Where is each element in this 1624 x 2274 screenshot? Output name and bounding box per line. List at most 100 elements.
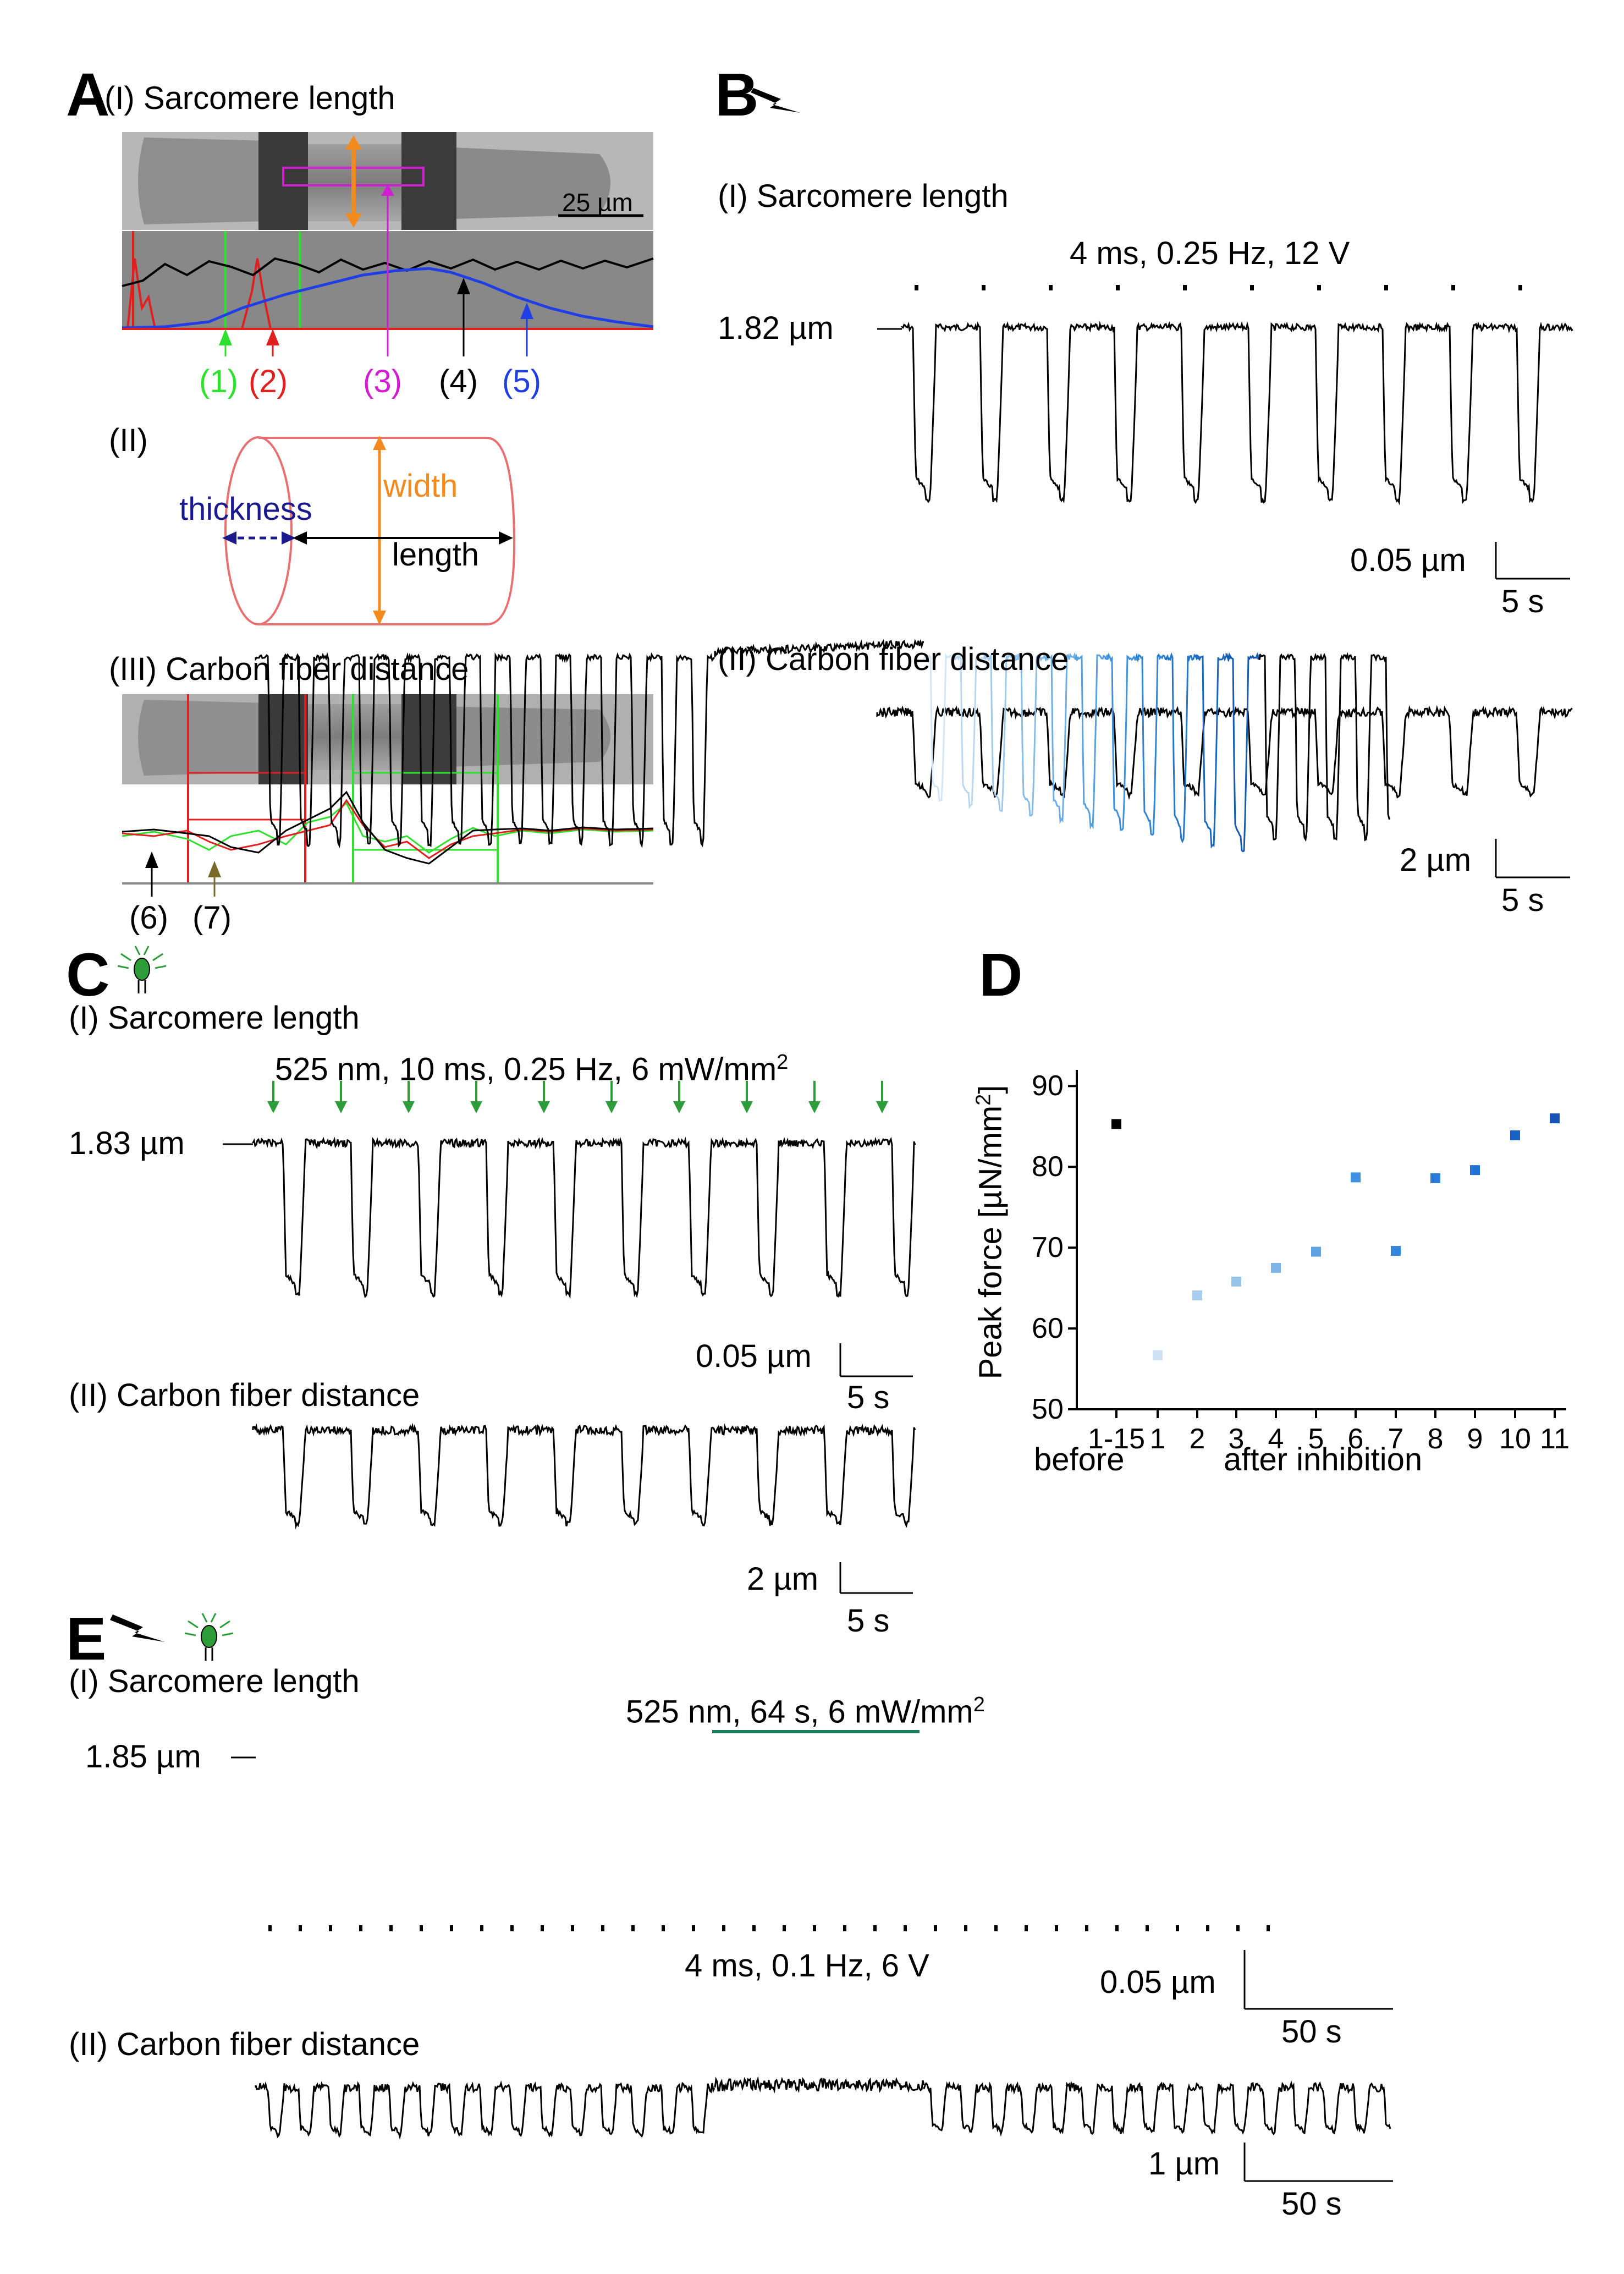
stim-tick [1116, 285, 1120, 290]
cylinder-diagram [222, 436, 516, 625]
stim-tick [268, 1925, 272, 1931]
stim-tick [1250, 285, 1254, 290]
sarcomere-trace-recovery [923, 652, 959, 802]
data-point [1351, 1172, 1361, 1183]
panel-b-subtitle-2: (II) Carbon fiber distance [718, 641, 1069, 677]
stim-tick [389, 1925, 393, 1931]
data-point [1192, 1290, 1202, 1300]
stim-tick [420, 1925, 423, 1931]
light-pulse-arrowhead [808, 1101, 821, 1113]
stim-tick [722, 1925, 725, 1931]
after-inhibition-label: after inhibition [1224, 1442, 1423, 1477]
panel-b-scale2-x: 5 s [1501, 882, 1544, 918]
stim-tick [1267, 1925, 1270, 1931]
sarcomere-trace-recovery [1044, 652, 1080, 825]
panel-e-trace-2 [255, 2076, 1393, 2182]
led-icon-part [143, 946, 150, 955]
panel-label-b: B [715, 61, 759, 129]
stim-tick [1384, 285, 1388, 290]
panel-label-d: D [979, 941, 1023, 1009]
y-axis-label-tail: ] [972, 1085, 1009, 1094]
peak-force-chart [1068, 1070, 1566, 1418]
marker-4: (4) [439, 364, 478, 399]
stim-tick [904, 1925, 907, 1931]
data-point [1271, 1262, 1281, 1273]
sarcomere-trace-post [1258, 652, 1391, 842]
led-icon-c [117, 946, 167, 993]
stim-tick [982, 285, 986, 290]
y-axis-label-sup: 2 [972, 1094, 995, 1106]
x-tick-label: 5 [1308, 1423, 1324, 1455]
panel-c-subtitle-2: (II) Carbon fiber distance [69, 1377, 420, 1413]
stim-tick [631, 1925, 635, 1931]
marker-2: (2) [249, 364, 288, 399]
stim-tick [662, 1925, 665, 1931]
panel-c-scale2-x: 5 s [847, 1603, 890, 1639]
x-tick-label: 4 [1268, 1423, 1284, 1455]
panel-b-trace-1 [877, 285, 1573, 580]
y-axis-label: Peak force [µN/mm2] [972, 1085, 1009, 1380]
marker-7: (7) [192, 900, 232, 936]
panel-label-c: C [66, 941, 110, 1009]
electric-stimulation-icon [751, 88, 800, 113]
stim-tick [329, 1925, 332, 1931]
led-icon-part [210, 1613, 217, 1623]
stim-tick [480, 1925, 483, 1931]
marker-5: (5) [502, 364, 541, 399]
stim-tick [299, 1925, 302, 1931]
x-tick-label: 9 [1467, 1423, 1483, 1455]
light-pulse-arrowhead [470, 1101, 482, 1113]
x-tick-label: 8 [1427, 1423, 1444, 1455]
sarcomere-trace-recovery [1165, 652, 1201, 843]
panel-b-scale2-y: 2 µm [1400, 842, 1472, 878]
stim-tick [813, 1925, 816, 1931]
stim-tick [692, 1925, 695, 1931]
stim-tick [1183, 285, 1187, 290]
marker-6: (6) [129, 900, 168, 936]
sarcomere-trace-recovery [1225, 652, 1261, 853]
carbon-fiber-image [122, 694, 653, 883]
light-pulse-arrowhead [538, 1101, 550, 1113]
panel-c-stim-label: 525 nm, 10 ms, 0.25 Hz, 6 mW/mm2 [275, 1052, 788, 1085]
x-tick-label: 6 [1347, 1423, 1364, 1455]
panel-label-a: A [66, 61, 110, 129]
stim-tick [934, 1925, 937, 1931]
stim-tick [1206, 1925, 1209, 1931]
sarcomere-trace-light [714, 639, 924, 657]
x-tick-label: 1-15 [1087, 1423, 1146, 1455]
light-pulse-arrowhead [335, 1101, 347, 1113]
stim-tick [1451, 285, 1455, 290]
data-point [1111, 1119, 1121, 1129]
stim-tick [1236, 1925, 1240, 1931]
panel-c-trace-2 [252, 1422, 916, 1594]
led-icon-part [152, 953, 163, 962]
panel-a-subtitle-3: (III) Carbon fiber distance [109, 651, 469, 687]
y-axis-label-text: Peak force [µN/mm [972, 1105, 1009, 1380]
sarcomere-trace-recovery [953, 652, 989, 809]
stim-tick [915, 285, 918, 290]
y-tick-label: 60 [1032, 1312, 1064, 1345]
y-tick-label: 70 [1032, 1232, 1064, 1264]
sarcomere-trace-recovery [1104, 652, 1140, 831]
panel-e-subtitle-1: (I) Sarcomere length [69, 1663, 360, 1699]
sarcomere-trace-pre [255, 652, 715, 849]
before-label: before [1034, 1442, 1125, 1477]
panel-b-stim-label: 4 ms, 0.25 Hz, 12 V [1070, 235, 1350, 271]
panel-e-stim-label: 4 ms, 0.1 Hz, 6 V [685, 1948, 929, 1984]
width-label: width [383, 468, 458, 504]
led-icon-part [184, 1632, 196, 1636]
led-icon-part [134, 946, 141, 955]
data-point [1231, 1276, 1241, 1287]
x-tick-label: 11 [1540, 1423, 1570, 1455]
stim-tick [783, 1925, 786, 1931]
sarcomere-trace-recovery [1074, 653, 1110, 830]
led-icon-part [120, 953, 131, 962]
light-pulse-arrowhead [673, 1101, 685, 1113]
stim-tick [873, 1925, 877, 1931]
x-tick-label: 2 [1189, 1423, 1205, 1455]
panel-c-trace-1 [223, 1081, 916, 1377]
panel-e-baseline: 1.85 µm [85, 1739, 201, 1775]
stim-tick [359, 1925, 362, 1931]
led-icon-part [219, 1620, 230, 1629]
panel-b-subtitle-1: (I) Sarcomere length [718, 178, 1009, 214]
